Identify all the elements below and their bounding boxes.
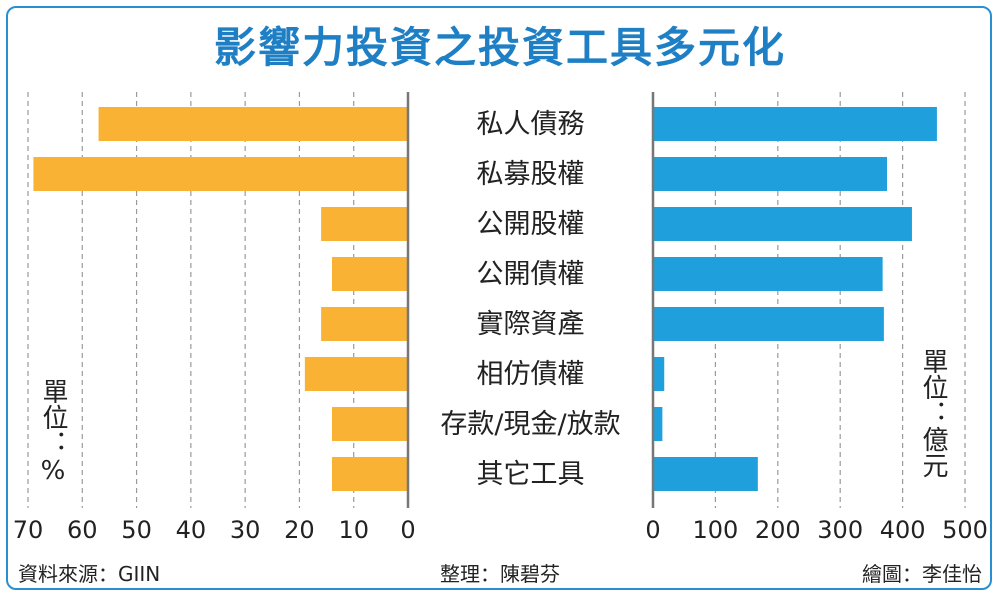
category-label: 存款/現金/放款 (440, 409, 620, 440)
left-bar (332, 407, 408, 441)
left-bar (332, 257, 408, 291)
left-tick-label: 70 (13, 516, 44, 544)
left-tick-label: 50 (121, 516, 152, 544)
left-unit-label: 單位：% (38, 378, 68, 486)
category-label: 私人債務 (477, 109, 585, 140)
left-bar (321, 307, 408, 341)
left-tick-label: 60 (67, 516, 98, 544)
editor-note: 整理：陳碧芬 (440, 562, 560, 586)
left-bar (33, 157, 409, 191)
right-tick-label: 500 (942, 516, 988, 544)
left-tick-label: 0 (400, 516, 415, 544)
left-bar (321, 207, 408, 241)
left-bar (332, 457, 408, 491)
category-label: 公開股權 (477, 209, 585, 240)
right-bar (653, 207, 912, 241)
artist-note: 繪圖：李佳怡 (862, 562, 982, 586)
category-label: 公開債權 (477, 259, 585, 290)
category-label: 實際資產 (477, 309, 585, 340)
right-tick-label: 300 (817, 516, 863, 544)
right-bar (653, 107, 937, 141)
chart-title: 影響力投資之投資工具多元化 (213, 23, 786, 72)
right-bar (653, 257, 883, 291)
right-bar (653, 307, 884, 341)
right-tick-label: 400 (880, 516, 926, 544)
category-label: 相仿債權 (477, 359, 585, 390)
right-unit-label: 單位：億元 (918, 348, 948, 478)
right-bar (653, 457, 758, 491)
category-label: 其它工具 (477, 459, 585, 490)
right-bar (653, 407, 663, 441)
right-bar (653, 357, 665, 391)
right-tick-label: 200 (755, 516, 801, 544)
right-tick-label: 0 (645, 516, 660, 544)
right-bar (653, 157, 887, 191)
category-label: 私募股權 (477, 159, 585, 190)
left-bar (304, 357, 408, 391)
right-tick-label: 100 (692, 516, 738, 544)
left-tick-label: 20 (284, 516, 315, 544)
left-tick-label: 30 (230, 516, 261, 544)
left-tick-label: 40 (176, 516, 207, 544)
left-bar (98, 107, 409, 141)
chart-border (6, 6, 992, 590)
left-tick-label: 10 (338, 516, 369, 544)
source-note: 資料來源：GIIN (18, 562, 161, 586)
